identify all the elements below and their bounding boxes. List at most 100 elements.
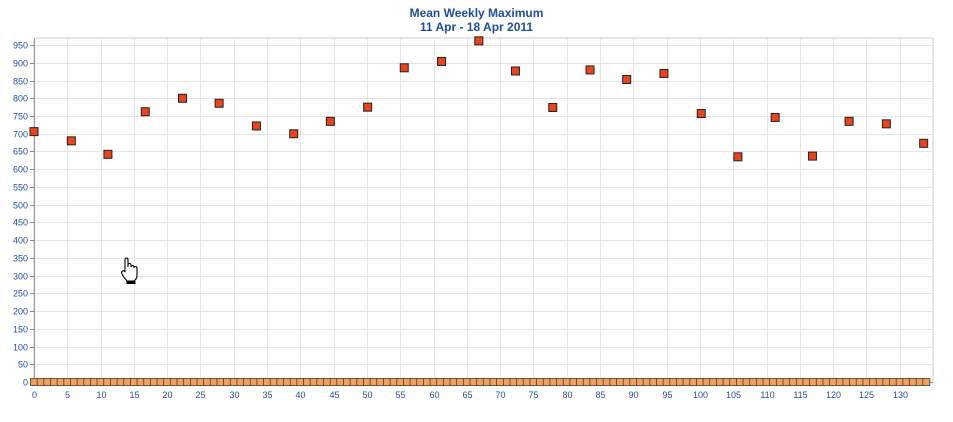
baseline-point xyxy=(622,378,631,386)
baseline-point xyxy=(376,378,385,386)
baseline-point xyxy=(96,378,105,386)
baseline-point xyxy=(216,378,225,386)
baseline-point xyxy=(143,378,152,386)
chart-subtitle: 11 Apr - 18 Apr 2011 xyxy=(419,20,534,34)
baseline-point xyxy=(409,378,418,386)
y-tick-label: 550 xyxy=(13,183,28,193)
baseline-point xyxy=(782,378,791,386)
baseline-point xyxy=(689,378,698,386)
baseline-point xyxy=(289,378,298,386)
baseline-point xyxy=(76,378,85,386)
baseline-point xyxy=(915,378,924,386)
baseline-point xyxy=(636,378,644,386)
data-points xyxy=(29,36,929,162)
x-tick-label: 100 xyxy=(693,390,708,400)
baseline-point xyxy=(569,378,578,386)
y-tick-label: 0 xyxy=(23,378,28,388)
data-point xyxy=(510,66,520,76)
baseline-point xyxy=(709,378,718,386)
baseline-point xyxy=(609,378,618,386)
x-tick-label: 110 xyxy=(760,390,774,400)
baseline-point xyxy=(316,378,325,386)
data-point xyxy=(622,74,632,84)
baseline-point xyxy=(789,378,798,386)
baseline-point xyxy=(802,378,811,386)
y-tick-label: 350 xyxy=(13,254,28,264)
x-tick-label: 65 xyxy=(462,390,472,400)
baseline-point xyxy=(662,378,671,386)
y-tick-label: 100 xyxy=(13,343,28,353)
baseline-point xyxy=(502,378,511,386)
baseline-point xyxy=(562,378,571,386)
x-tick-label: 0 xyxy=(32,390,37,400)
baseline-point xyxy=(755,378,764,386)
baseline-point xyxy=(149,378,158,386)
baseline-point xyxy=(43,378,52,386)
y-tick-label: 500 xyxy=(13,201,28,211)
y-axis-ticks: 0 50 100 150 200 250 300 350 400 450 500 550 600 650 7… xyxy=(13,41,34,388)
baseline-point xyxy=(183,378,192,386)
hand-cursor-icon xyxy=(121,257,138,284)
baseline-point xyxy=(30,378,38,386)
data-point xyxy=(363,102,373,112)
baseline-point xyxy=(203,378,212,386)
data-point xyxy=(696,109,706,119)
data-point xyxy=(325,116,335,126)
x-tick-label: 35 xyxy=(262,390,272,400)
chart-title: Mean Weekly Maximum xyxy=(409,6,544,20)
x-tick-label: 20 xyxy=(162,390,172,400)
x-tick-label: 55 xyxy=(395,390,405,400)
baseline-point xyxy=(762,378,771,386)
y-tick-label: 600 xyxy=(13,165,28,175)
baseline-point xyxy=(169,378,178,386)
baseline-point xyxy=(536,378,545,386)
baseline-point xyxy=(909,378,917,386)
baseline-point xyxy=(795,378,804,386)
baseline-point xyxy=(256,378,265,386)
baseline-point xyxy=(343,378,351,386)
baseline-point xyxy=(529,378,538,386)
x-tick-label: 40 xyxy=(295,390,305,400)
baseline-point xyxy=(263,378,271,386)
baseline-point xyxy=(682,378,691,386)
baseline-point xyxy=(309,378,318,386)
data-point xyxy=(289,129,299,139)
baseline-point xyxy=(416,378,425,386)
baseline-point xyxy=(456,378,465,386)
baseline-point xyxy=(496,378,505,386)
x-tick-label: 90 xyxy=(628,390,638,400)
baseline-point xyxy=(875,378,884,386)
data-point xyxy=(807,151,817,161)
data-point xyxy=(881,119,891,129)
data-point xyxy=(66,136,76,146)
baseline-point xyxy=(602,378,611,386)
baseline-point xyxy=(749,378,758,386)
baseline-point xyxy=(882,378,891,386)
baseline-point xyxy=(522,378,531,386)
y-tick-label: 750 xyxy=(13,112,28,122)
data-point xyxy=(548,103,558,113)
data-point xyxy=(140,107,150,117)
baseline-point xyxy=(582,378,591,386)
baseline-point xyxy=(129,378,138,386)
baseline-point xyxy=(103,378,112,386)
x-tick-label: 15 xyxy=(129,390,139,400)
baseline-point xyxy=(542,378,551,386)
baseline-point xyxy=(462,378,471,386)
x-tick-label: 25 xyxy=(195,390,205,400)
baseline-point xyxy=(729,378,738,386)
data-point xyxy=(585,65,595,75)
x-tick-label: 130 xyxy=(893,390,908,400)
data-point xyxy=(659,68,669,78)
baseline-point xyxy=(895,378,904,386)
x-tick-label: 120 xyxy=(826,390,841,400)
baseline-point xyxy=(336,378,345,386)
data-point xyxy=(29,127,39,137)
plot-area xyxy=(33,37,934,383)
baseline-point xyxy=(835,378,844,386)
baseline-point xyxy=(383,378,391,386)
y-tick-label: 950 xyxy=(13,41,28,51)
data-point xyxy=(770,112,780,122)
baseline-point xyxy=(243,378,251,386)
